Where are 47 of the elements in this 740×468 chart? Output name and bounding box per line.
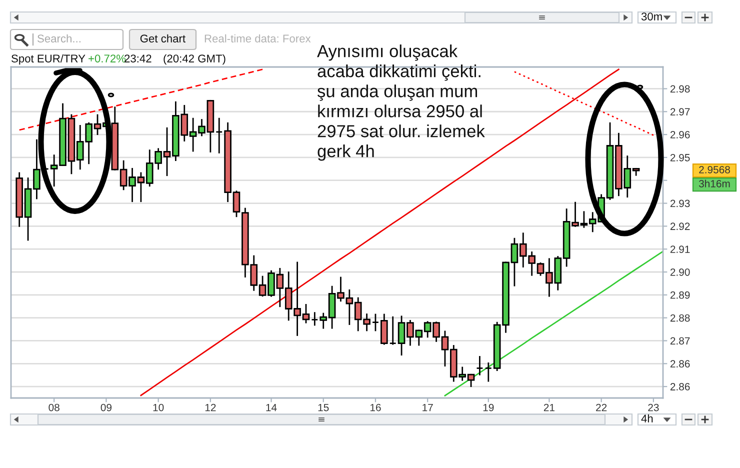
text: Get chart <box>140 34 186 42</box>
y-tick-label: 2.87 <box>670 337 690 345</box>
line-series <box>18 68 264 131</box>
x-tick-label: 09 <box>100 404 112 412</box>
text: 3h16m <box>698 180 730 188</box>
candlestick <box>215 118 223 154</box>
text: (20:42 GMT) <box>164 54 226 65</box>
x-tick-label: 08 <box>48 404 60 412</box>
text: 23:42 <box>124 54 152 62</box>
annotation: Aynısımı oluşacak acaba dikkatimi çekti. şu anda oluşan mum kırmızı olursa 2950 al 2975 sat olur. izlemek gerk 4h <box>317 44 485 161</box>
x-tick-label: 21 <box>544 404 554 412</box>
x-tick-label: 17 <box>422 404 433 412</box>
text: 2.9568 <box>699 166 730 174</box>
x-tick-label: 19 <box>483 404 494 412</box>
y-tick-label: 2.96 <box>670 131 690 138</box>
x-tick-label: 15 <box>318 404 329 412</box>
text: 30m <box>641 12 662 20</box>
text: 4h <box>641 414 653 422</box>
y-tick-label: 2.93 <box>670 200 690 208</box>
x-tick-label: 10 <box>153 404 164 412</box>
y-tick-label: 2.90 <box>670 268 690 276</box>
candlestick <box>311 312 318 326</box>
y-tick-label: 2.88 <box>670 314 690 322</box>
text: +0.72% <box>88 54 126 62</box>
x-tick-label: 23 <box>648 404 659 412</box>
y-tick-label: 2.97 <box>670 108 690 116</box>
text: Real-time data: Forex <box>204 34 311 42</box>
line-series <box>514 71 654 136</box>
line-series <box>444 251 663 396</box>
y-tick-label: 2.89 <box>670 291 690 299</box>
x-tick-label: 14 <box>266 404 277 412</box>
y-tick-label: 2.92 <box>670 222 690 230</box>
text: Search... <box>38 34 80 42</box>
candlestick <box>389 316 396 345</box>
y-tick-label: 2.91 <box>670 246 690 253</box>
y-tick-label: 2.95 <box>670 154 690 162</box>
candlestick <box>476 356 484 376</box>
y-tick-label: 2.98 <box>670 85 690 93</box>
x-tick-label: 12 <box>205 404 216 412</box>
y-tick-label: 2.86 <box>670 360 690 368</box>
candlestick <box>380 314 388 345</box>
y-tick-label: 2.86 <box>670 383 690 390</box>
candlestick <box>484 362 492 382</box>
x-tick-label: 16 <box>370 404 381 412</box>
x-tick-label: 22 <box>596 404 607 412</box>
chart-title: Spot EUR/TRY <box>12 54 86 65</box>
candlestick <box>372 314 380 332</box>
